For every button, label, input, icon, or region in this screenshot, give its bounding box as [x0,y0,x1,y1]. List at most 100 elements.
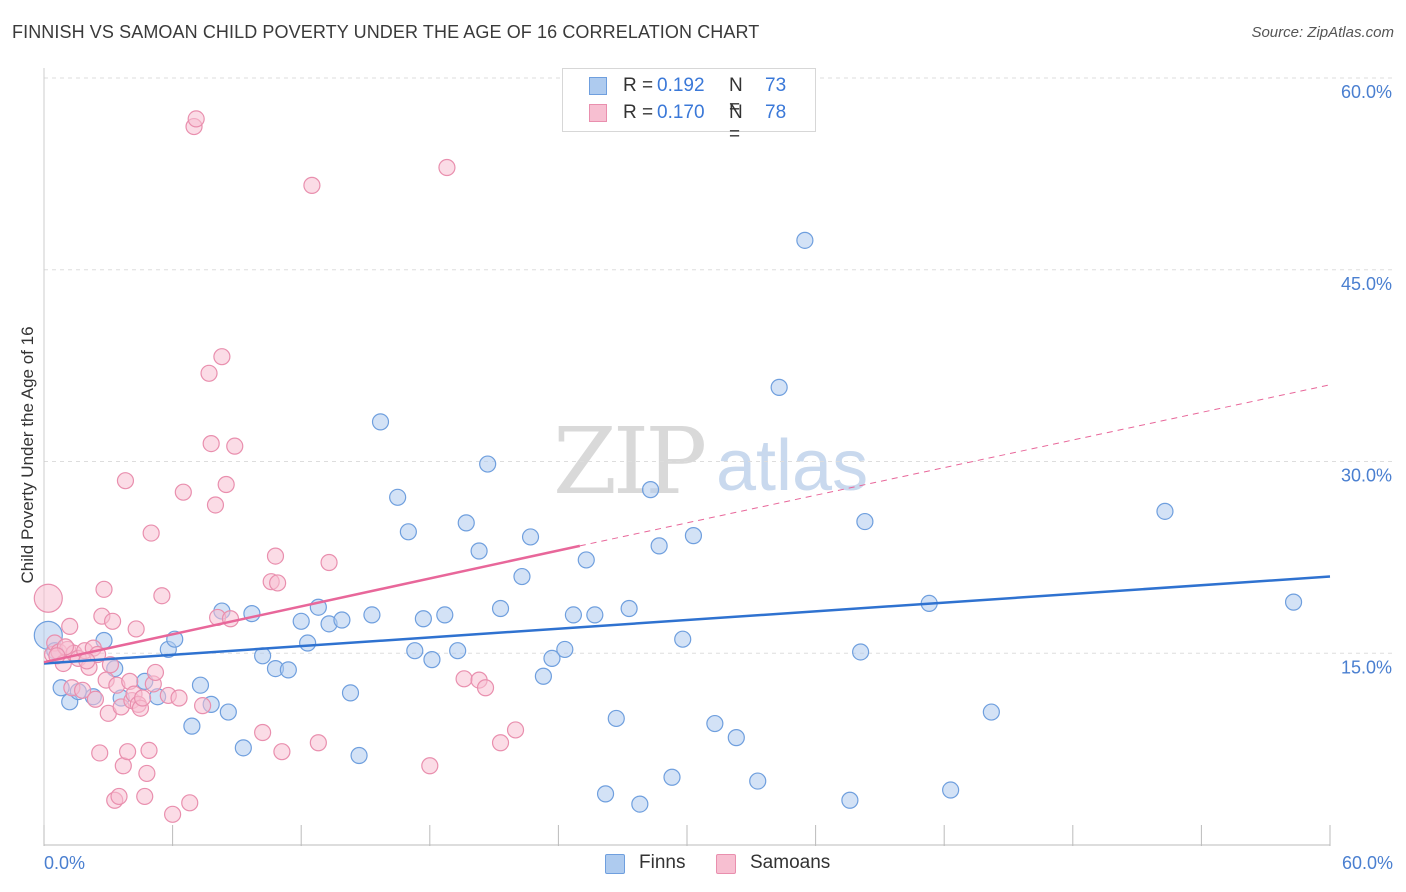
finns-point [796,231,814,249]
y-tick-label: 15.0% [1341,657,1392,677]
finns-point [513,567,531,586]
finns-point [586,606,604,624]
finns-point [363,606,381,624]
samoans-point [309,734,327,752]
samoans-point [226,437,244,455]
finns-point [479,455,497,473]
finns-point [399,523,417,541]
samoans-point [213,348,231,366]
finns-point [564,606,583,624]
finns-point [706,714,724,733]
legend-n-label: N = [729,102,743,145]
samoans-point [33,583,63,613]
samoans-point [140,741,158,760]
finns-point [577,551,595,569]
samoans-point [103,612,122,630]
finns-point [457,514,475,532]
samoans-point [202,435,220,453]
samoans-point [217,475,235,494]
finns-point [641,481,660,499]
finns-point [423,651,441,669]
finns-point [982,703,1000,721]
finns-trend-line [43,575,1331,665]
finns-point [942,781,960,799]
watermark-atlas: atlas [716,426,869,506]
legend-r-value: 0.192 [657,75,705,96]
samoans-point [91,744,109,762]
samoans-trend-extension [579,384,1331,547]
samoans-point [421,757,439,775]
finns-point [620,599,638,618]
finns-point [556,640,574,659]
samoans-point [73,681,92,699]
bottom-legend-samoans-label: Samoans [750,852,831,873]
finns-point [770,378,788,396]
finns-point [436,606,454,624]
samoans-point [116,472,135,490]
finns-point [543,649,561,667]
samoans-point [320,553,338,572]
finns-swatch [605,854,625,874]
finns-swatch [589,77,607,95]
samoans-point [491,734,510,752]
samoans-point [118,743,137,761]
finns-point [663,768,681,786]
finns-point [841,791,859,809]
samoans-point [164,805,182,823]
samoans-point [269,574,287,592]
samoans-swatch [716,854,736,874]
finns-point [449,642,467,660]
samoans-point [61,617,79,636]
x-tick-label: 0.0% [44,853,85,873]
finns-point [389,488,407,506]
finns-point [191,676,210,694]
finns-point [371,413,390,431]
legend-n-label: N = [729,75,743,118]
finns-point [521,528,540,546]
finns-point [674,630,692,648]
samoans-point [194,697,212,715]
samoans-point [138,764,156,783]
finns-point [234,739,252,757]
finns-point [684,527,703,545]
samoans-point [127,620,145,638]
samoans-point [266,547,285,565]
samoans-point [101,656,120,674]
finns-point [219,703,237,721]
samoans-point [95,580,113,598]
y-tick-label: 60.0% [1341,82,1392,102]
samoans-trend-line [43,544,581,664]
x-tick-label: 60.0% [1342,853,1393,873]
finns-point [631,795,649,813]
samoans-point [146,663,165,682]
finns-point [727,729,745,747]
chart-title: FINNISH VS SAMOAN CHILD POVERTY UNDER TH… [12,22,760,42]
y-tick-label: 30.0% [1341,466,1392,486]
finns-point [350,746,368,765]
samoans-point [273,743,291,761]
y-tick-label: 45.0% [1341,274,1392,294]
finns-point [470,542,488,560]
finns-point [856,512,874,531]
finns-point [607,709,625,728]
grid-lines [44,77,1392,654]
samoans-point [110,787,128,806]
finns-point [1156,502,1174,520]
samoans-point [476,679,495,697]
samoans-point [303,176,321,194]
samoans-point [206,496,225,514]
axes [43,68,1331,846]
samoans-point [187,110,205,128]
legend-r-label: R = [623,75,654,96]
finns-point [491,599,510,618]
finns-point [534,667,552,685]
finns-point [333,611,351,629]
samoans-point [221,610,240,628]
samoans-point [200,364,218,382]
samoans-point [86,690,105,708]
tick-labels: 15.0% 30.0% 45.0% 60.0% 0.0% 60.0% [44,82,1393,873]
samoans-point [438,158,456,177]
samoans-point [133,689,152,707]
finns-point [299,634,317,652]
